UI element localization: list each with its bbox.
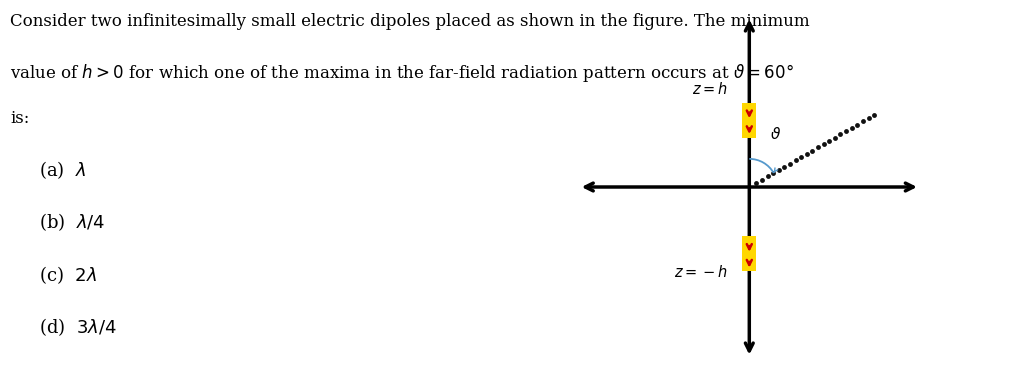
- Text: is:: is:: [10, 110, 29, 127]
- Text: (d)  $3\lambda/4$: (d) $3\lambda/4$: [39, 316, 116, 338]
- Text: $z = -h$: $z = -h$: [675, 264, 728, 280]
- Bar: [743, 236, 756, 272]
- Bar: [743, 102, 756, 138]
- Text: (c)  $2\lambda$: (c) $2\lambda$: [39, 264, 97, 285]
- Text: (a)  $\lambda$: (a) $\lambda$: [39, 159, 85, 181]
- Text: Consider two infinitesimally small electric dipoles placed as shown in the figur: Consider two infinitesimally small elect…: [10, 13, 810, 30]
- Text: value of $h > 0$ for which one of the maxima in the far-field radiation pattern : value of $h > 0$ for which one of the ma…: [10, 62, 793, 84]
- Text: $\vartheta$: $\vartheta$: [769, 126, 780, 142]
- Text: (b)  $\lambda/4$: (b) $\lambda/4$: [39, 211, 105, 233]
- Text: $z = h$: $z = h$: [692, 82, 728, 97]
